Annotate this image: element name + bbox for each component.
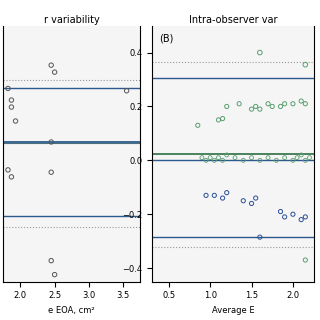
Point (249, 155, 254, 160)
Point (257, 158, 262, 163)
Point (199, 155, 204, 160)
X-axis label: e EOA, cm²: e EOA, cm² (48, 306, 95, 315)
Point (220, 116, 225, 121)
Point (216, 155, 221, 160)
Point (236, 101, 242, 106)
Point (299, 99, 304, 104)
Point (216, 117, 221, 123)
Point (253, 104, 258, 109)
Point (241, 158, 246, 163)
Point (257, 235, 262, 240)
Point (49, 258, 54, 263)
Point (303, 101, 308, 106)
Y-axis label: Difference between EOA, cm²: Difference between EOA, cm² (208, 91, 217, 216)
Point (5, 167, 11, 172)
Point (294, 155, 300, 160)
Title: Intra-observer var: Intra-observer var (189, 15, 277, 25)
X-axis label: Average E: Average E (212, 306, 254, 315)
Point (290, 158, 295, 163)
Point (257, 50, 262, 55)
Point (266, 101, 271, 106)
Point (224, 104, 229, 109)
Point (278, 209, 283, 214)
Point (270, 104, 275, 109)
Point (124, 88, 129, 93)
Point (204, 158, 209, 163)
Point (224, 152, 229, 157)
Point (299, 217, 304, 222)
Point (232, 155, 237, 160)
Point (9, 174, 14, 180)
Point (220, 158, 225, 163)
Point (195, 123, 200, 128)
Point (49, 170, 54, 175)
Text: (B): (B) (159, 33, 173, 43)
Point (282, 214, 287, 220)
Point (290, 212, 295, 217)
Point (249, 107, 254, 112)
Point (282, 101, 287, 106)
Point (249, 201, 254, 206)
Title: r variability: r variability (44, 15, 100, 25)
Point (257, 107, 262, 112)
Point (49, 140, 54, 145)
Point (303, 158, 308, 163)
Point (52, 69, 57, 75)
Point (299, 152, 304, 157)
Point (13, 118, 18, 124)
Point (52, 272, 57, 277)
Point (307, 155, 312, 160)
Point (9, 98, 14, 103)
Point (5, 86, 11, 91)
Point (49, 63, 54, 68)
Point (204, 193, 209, 198)
Point (241, 198, 246, 203)
Point (266, 155, 271, 160)
Point (208, 155, 213, 160)
Point (290, 101, 295, 106)
Point (282, 155, 287, 160)
Point (303, 214, 308, 220)
Point (212, 158, 217, 163)
Point (274, 158, 279, 163)
Point (9, 105, 14, 110)
Point (278, 104, 283, 109)
Point (303, 62, 308, 67)
Point (220, 196, 225, 201)
Point (303, 258, 308, 263)
Point (253, 196, 258, 201)
Point (224, 190, 229, 195)
Point (212, 193, 217, 198)
